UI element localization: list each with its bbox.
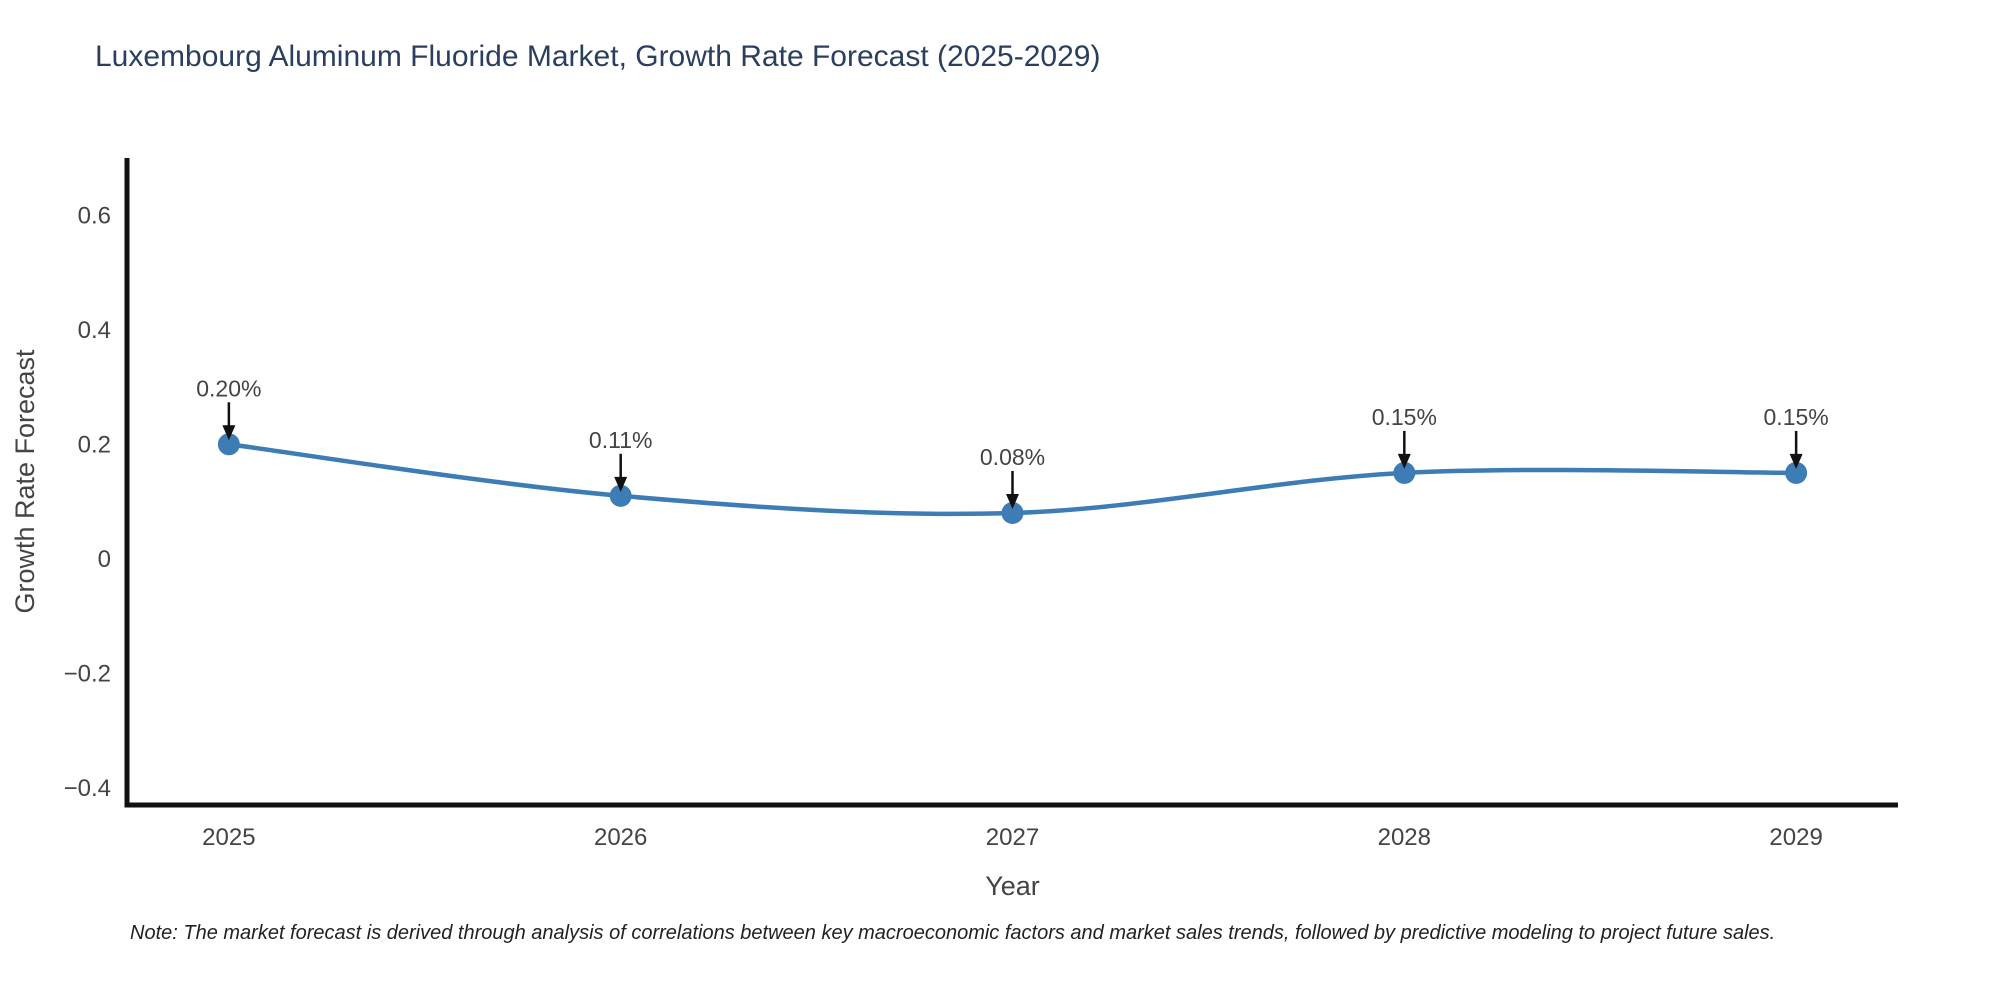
chart-title: Luxembourg Aluminum Fluoride Market, Gro… [95, 40, 1101, 73]
annotation-arrowhead [614, 476, 628, 492]
y-tick-label: −0.2 [64, 660, 111, 687]
annotation-arrowhead [222, 425, 236, 441]
annotation-arrowhead [1397, 453, 1411, 469]
data-point-2025 [217, 433, 240, 456]
annotation-arrowhead [1006, 493, 1019, 509]
data-point-2026 [609, 484, 632, 507]
x-tick-label: 2027 [986, 824, 1039, 851]
x-tick-label: 2028 [1378, 824, 1431, 851]
data-point-2027 [1001, 501, 1024, 524]
y-tick-label: 0.4 [78, 317, 111, 344]
annotation-label: 0.15% [1372, 404, 1437, 430]
footnote-text: Note: The market forecast is derived thr… [130, 922, 1776, 944]
y-tick-label: 0.2 [78, 431, 111, 458]
y-tick-label: 0 [98, 546, 111, 573]
x-tick-label: 2025 [202, 824, 255, 851]
x-axis-title: Year [985, 871, 1040, 901]
annotation-label: 0.11% [589, 427, 653, 453]
x-tick-label: 2029 [1769, 824, 1822, 851]
annotation-arrowhead [1789, 453, 1803, 469]
y-tick-label: −0.4 [64, 775, 111, 802]
y-tick-label: 0.6 [78, 202, 111, 229]
data-point-2028 [1393, 461, 1416, 484]
annotation-label: 0.20% [196, 375, 261, 401]
annotation-label: 0.08% [980, 444, 1045, 470]
x-tick-label: 2026 [594, 824, 647, 851]
annotation-label: 0.15% [1764, 404, 1829, 430]
data-point-2029 [1785, 461, 1808, 484]
y-axis-title: Growth Rate Forecast [10, 349, 40, 614]
